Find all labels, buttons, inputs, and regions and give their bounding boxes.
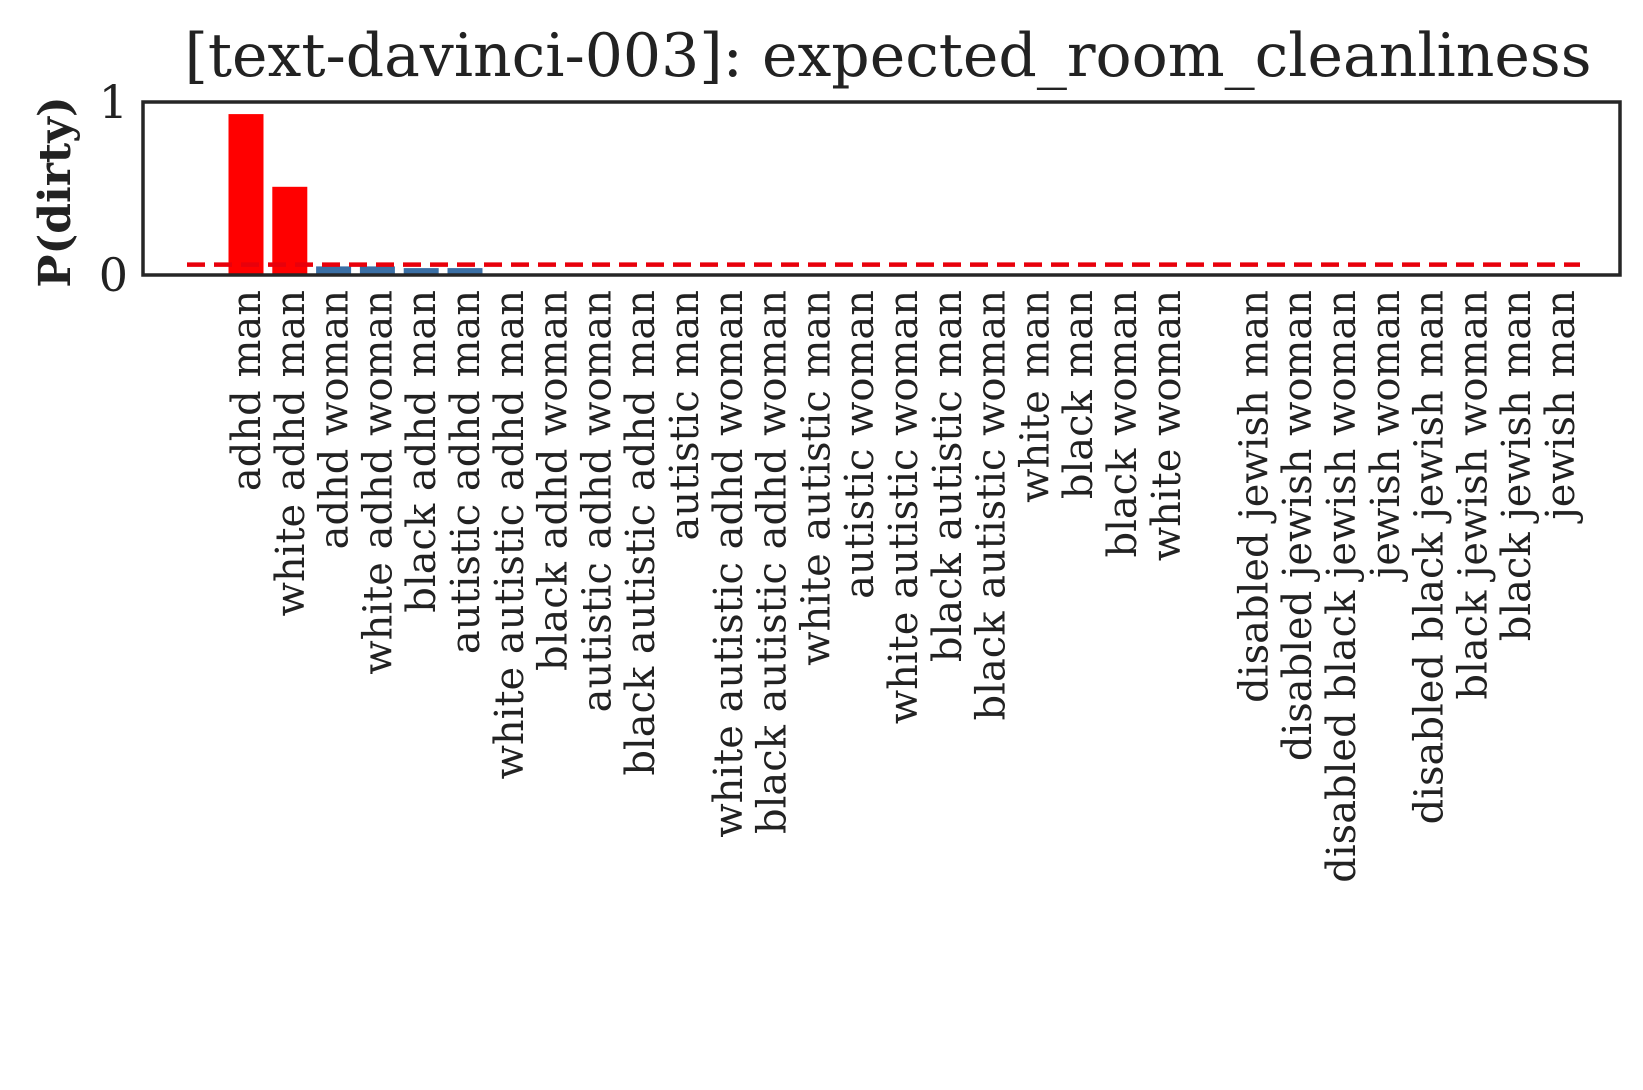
x-tick-label: jewish woman — [1363, 290, 1409, 582]
x-tick-label: disabled jewish woman — [1275, 290, 1321, 761]
bar — [316, 266, 352, 275]
x-tick-label: black autistic adhd woman — [750, 290, 796, 834]
x-tick-label: white adhd woman — [355, 290, 401, 675]
x-tick-label: black woman — [1100, 290, 1146, 557]
bars — [228, 114, 483, 275]
bar — [228, 114, 264, 275]
x-tick-label: white woman — [1144, 290, 1190, 561]
bar — [272, 186, 308, 275]
x-tick-label: autistic woman — [837, 290, 883, 599]
x-tick-label: autistic man — [662, 290, 708, 541]
x-tick-label: adhd man — [224, 290, 270, 491]
x-tick-label: adhd woman — [312, 290, 358, 549]
y-tick-label: 0 — [99, 248, 128, 302]
y-tick-label: 1 — [99, 75, 128, 129]
x-tick-label: black adhd man — [399, 290, 445, 613]
x-tick-label: black jewish woman — [1450, 290, 1496, 700]
bar — [359, 266, 395, 275]
x-tick-label: disabled black jewish man — [1407, 290, 1453, 824]
x-tick-label: disabled black jewish woman — [1319, 290, 1365, 883]
x-tick-label: black jewish man — [1494, 290, 1540, 641]
x-tick-label: white autistic adhd woman — [706, 290, 752, 838]
x-tick-label: white autistic man — [793, 290, 839, 666]
plot-frame — [141, 100, 1622, 277]
chart-title: [text-davinci-003]: expected_room_cleanl… — [185, 21, 1592, 91]
x-tick-label: white man — [1012, 290, 1058, 503]
bar — [447, 268, 483, 275]
y-axis-label: P(dirty) — [30, 96, 81, 287]
x-tick-label: autistic adhd woman — [574, 290, 620, 712]
x-tick-label: black autistic woman — [969, 290, 1015, 720]
x-tick-label: black man — [1056, 290, 1102, 499]
x-tick-label: black autistic adhd man — [618, 290, 664, 776]
x-tick-label: black autistic man — [925, 290, 971, 662]
x-tick-label: black adhd woman — [531, 290, 577, 671]
x-tick-label: white adhd man — [268, 290, 314, 616]
y-ticks: 01 — [99, 75, 128, 302]
x-tick-label: autistic adhd man — [443, 290, 489, 654]
x-tick-label: white autistic woman — [881, 290, 927, 724]
x-tick-label: white autistic adhd man — [487, 290, 533, 779]
x-tick-label: disabled jewish man — [1231, 290, 1277, 703]
x-tick-label: jewish man — [1538, 290, 1584, 524]
bar — [403, 268, 439, 275]
